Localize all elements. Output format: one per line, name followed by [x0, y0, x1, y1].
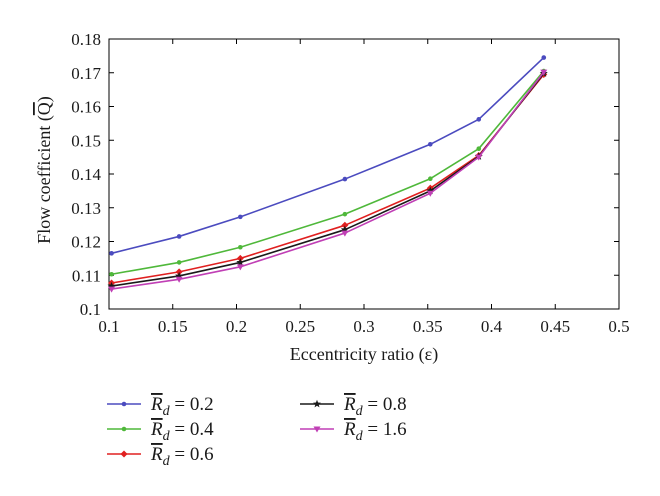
data-point-marker — [340, 225, 349, 234]
data-point-marker — [236, 264, 244, 271]
legend-item: Rd = 0.2 — [107, 394, 214, 419]
data-point-marker — [476, 146, 482, 151]
x-tick-label: 0.2 — [226, 317, 247, 336]
data-point-marker — [541, 55, 547, 60]
x-tick-label: 0.3 — [353, 317, 374, 336]
data-point-marker — [428, 142, 433, 147]
series-line — [111, 70, 545, 276]
x-tick-label: 0.35 — [413, 317, 443, 336]
data-point-marker — [176, 234, 182, 239]
plot-frame — [108, 38, 620, 310]
y-tick-label: 0.12 — [71, 233, 101, 252]
legend-item: Rd = 0.4 — [107, 419, 214, 444]
data-point-marker — [175, 271, 184, 280]
data-point-marker — [426, 190, 434, 197]
data-point-marker — [313, 399, 321, 408]
y-tick-label: 0.1 — [80, 300, 101, 319]
legend-item: Rd = 0.8 — [300, 394, 407, 419]
legend-label: Rd = 0.4 — [150, 419, 214, 444]
axis-ticks: 0.1 0.15 0.2 0.25 0.3 0.35 0.4 0.45 0.5 0.1 0.11 0.… — [71, 30, 629, 336]
data-point-marker — [341, 221, 349, 229]
y-tick-label: 0.17 — [71, 64, 101, 83]
y-axis-label-group: Flow coefficient (Q) — [34, 96, 55, 244]
data-point-marker — [426, 186, 435, 195]
legend-item: Rd = 1.6 — [300, 419, 407, 444]
legend-label: Rd = 0.2 — [150, 394, 214, 419]
series-4 — [108, 69, 548, 293]
data-point-marker — [176, 260, 182, 265]
data-point-marker — [109, 271, 114, 277]
legend-label: Rd = 1.6 — [343, 419, 407, 444]
data-point-marker — [120, 450, 128, 458]
data-point-marker — [476, 117, 482, 122]
legend-item: Rd = 0.6 — [107, 444, 214, 469]
data-point-marker — [121, 426, 127, 432]
data-point-marker — [109, 251, 114, 256]
data-point-marker — [238, 214, 243, 220]
x-axis-label: Eccentricity ratio (ε) — [290, 344, 438, 365]
series-layer — [107, 55, 548, 293]
data-point-marker — [341, 230, 349, 237]
x-tick-label: 0.5 — [608, 317, 629, 336]
series-2 — [108, 70, 548, 287]
x-tick-label: 0.1 — [98, 317, 119, 336]
x-tick-label: 0.25 — [285, 317, 315, 336]
y-tick-label: 0.11 — [72, 266, 101, 285]
y-tick-label: 0.14 — [71, 165, 101, 184]
data-point-marker — [342, 211, 348, 217]
legend-label: Rd = 0.6 — [150, 444, 214, 469]
data-point-marker — [313, 426, 321, 433]
data-point-marker — [540, 69, 548, 76]
data-point-marker — [475, 154, 483, 161]
data-point-marker — [108, 286, 116, 293]
data-point-marker — [238, 244, 243, 250]
data-point-marker — [428, 176, 433, 182]
y-axis-label: Flow coefficient (Q) — [34, 96, 55, 244]
y-tick-label: 0.18 — [71, 30, 101, 49]
series-line — [111, 73, 545, 284]
x-tick-label: 0.45 — [540, 317, 570, 336]
y-tick-label: 0.16 — [71, 98, 101, 117]
data-point-marker — [121, 401, 127, 407]
y-tick-label: 0.13 — [71, 199, 101, 218]
series-line — [111, 71, 545, 290]
x-tick-label: 0.15 — [158, 317, 188, 336]
data-point-marker — [342, 176, 348, 182]
series-3 — [107, 69, 548, 290]
data-point-marker — [236, 258, 245, 266]
series-line — [111, 72, 545, 287]
y-tick-label: 0.15 — [71, 131, 101, 150]
series-0 — [109, 55, 547, 256]
data-point-marker — [107, 281, 116, 290]
series-1 — [109, 68, 547, 277]
legend: Rd = 0.2Rd = 0.4Rd = 0.6 Rd = 0.8Rd = 1.6 — [107, 394, 407, 469]
x-tick-label: 0.4 — [481, 317, 503, 336]
legend-label: Rd = 0.8 — [343, 394, 407, 419]
data-point-marker — [175, 276, 183, 283]
